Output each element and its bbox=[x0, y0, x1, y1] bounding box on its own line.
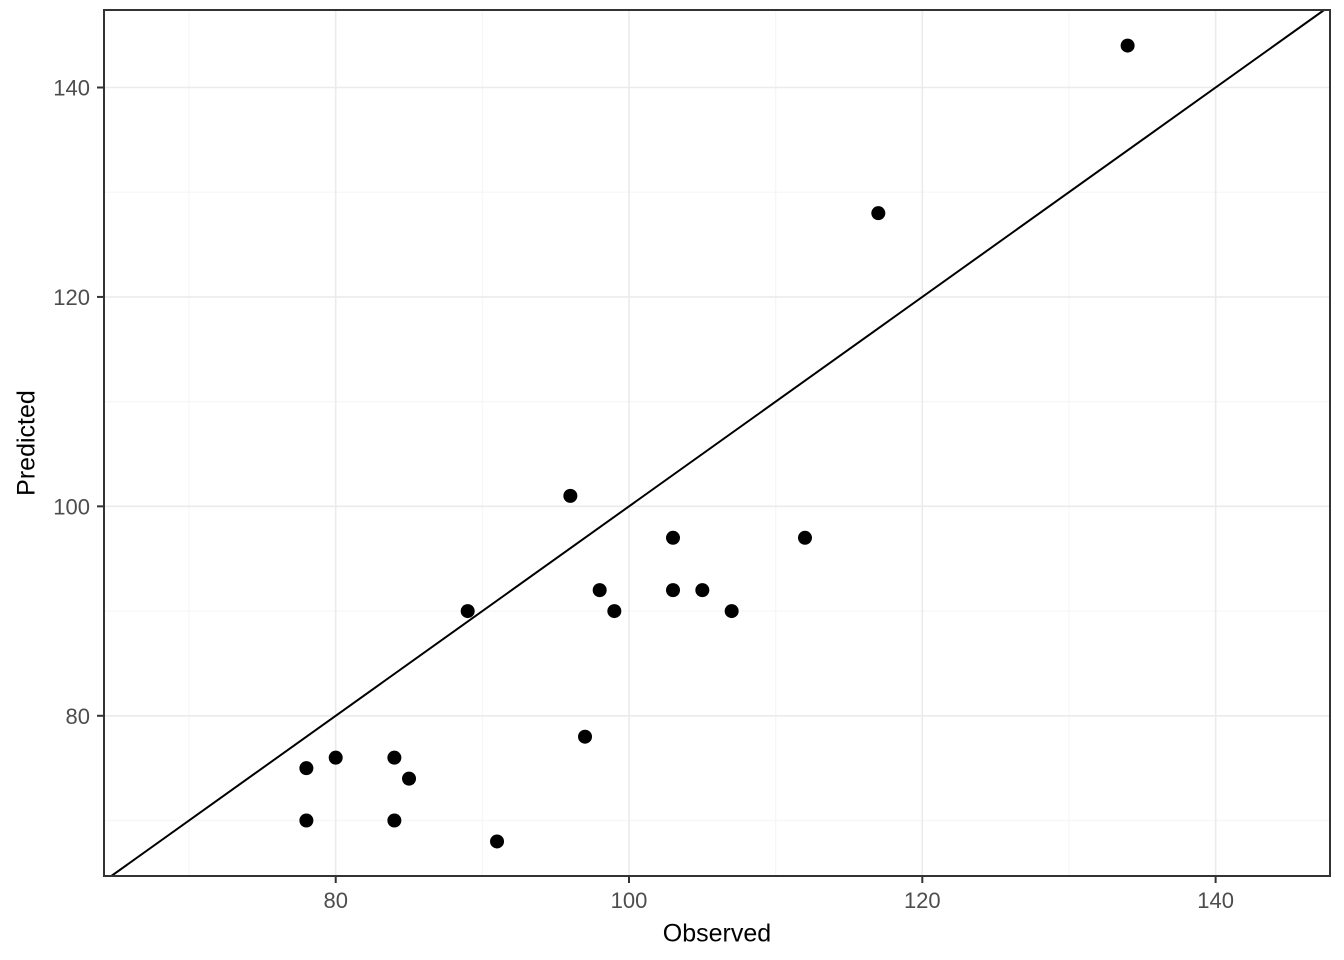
x-axis-title: Observed bbox=[662, 919, 772, 948]
data-point bbox=[387, 813, 402, 828]
data-point bbox=[328, 750, 343, 765]
data-point bbox=[563, 488, 578, 503]
y-tick-label: 120 bbox=[53, 285, 90, 310]
data-point bbox=[1120, 38, 1135, 53]
data-point bbox=[299, 761, 314, 776]
data-point bbox=[666, 530, 681, 545]
data-point bbox=[871, 206, 886, 221]
x-tick-label: 140 bbox=[1197, 888, 1234, 913]
data-point bbox=[387, 750, 402, 765]
data-point bbox=[607, 604, 622, 619]
y-tick-label: 140 bbox=[53, 75, 90, 100]
data-point bbox=[724, 604, 739, 619]
y-tick-label: 80 bbox=[66, 704, 90, 729]
data-point bbox=[578, 729, 593, 744]
data-point bbox=[299, 813, 314, 828]
data-point bbox=[592, 583, 607, 598]
x-tick-label: 80 bbox=[323, 888, 347, 913]
data-point bbox=[460, 604, 475, 619]
identity-reference-line bbox=[110, 9, 1325, 877]
data-point bbox=[666, 583, 681, 598]
data-point bbox=[695, 583, 710, 598]
x-tick-label: 120 bbox=[904, 888, 941, 913]
data-point bbox=[797, 530, 812, 545]
data-point bbox=[402, 771, 417, 786]
panel-border bbox=[103, 9, 1331, 877]
data-point bbox=[490, 834, 505, 849]
y-axis-title: Predicted bbox=[12, 390, 41, 496]
y-tick-label: 100 bbox=[53, 494, 90, 519]
x-tick-label: 100 bbox=[611, 888, 648, 913]
